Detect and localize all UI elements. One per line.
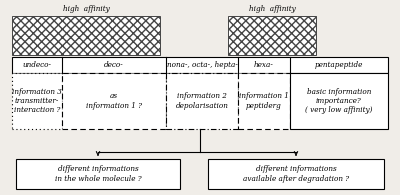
Text: hexa-: hexa- [254, 61, 274, 69]
Text: as
information 1 ?: as information 1 ? [86, 92, 142, 110]
Bar [228, 16, 316, 55]
Bar [238, 73, 290, 129]
Bar [62, 73, 166, 129]
Text: different informations
available after degradation ?: different informations available after d… [243, 165, 349, 183]
Text: undeco-: undeco- [22, 61, 52, 69]
Text: different informations
in the whole molecule ?: different informations in the whole mole… [55, 165, 141, 183]
Text: deco-: deco- [104, 61, 124, 69]
Text: high  affinity: high affinity [249, 5, 295, 13]
Bar [208, 159, 384, 189]
Text: high  affinity: high affinity [63, 5, 109, 13]
Text: information 3
transmitter-
interaction ?: information 3 transmitter- interaction ? [12, 88, 62, 114]
Text: nona-, octa-, hepta-: nona-, octa-, hepta- [166, 61, 238, 69]
Text: basic information
importance?
( very low affinity): basic information importance? ( very low… [305, 88, 373, 114]
Text: information 1
peptiderg: information 1 peptiderg [239, 92, 289, 110]
Text: information 2
depolarisation: information 2 depolarisation [176, 92, 228, 110]
Bar [166, 73, 238, 129]
Bar [16, 159, 180, 189]
Bar [12, 73, 62, 129]
Bar [290, 73, 388, 129]
Bar [12, 16, 160, 55]
Text: pentapeptide: pentapeptide [315, 61, 363, 69]
Bar [12, 57, 388, 73]
